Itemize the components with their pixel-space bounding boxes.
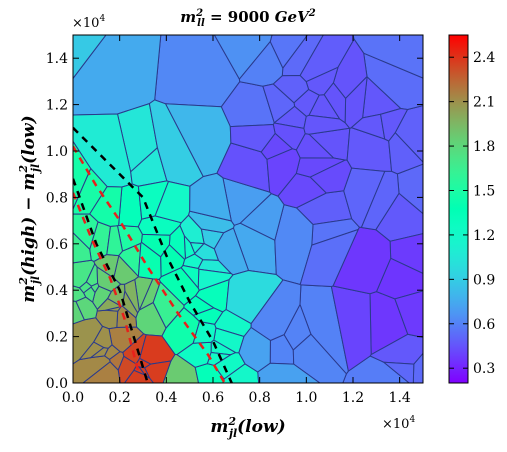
colorbar-ticks: 0.3 0.6 0.9 1.2 1.5 1.8 2.1 2.4 — [449, 50, 495, 377]
voronoi-cell — [73, 35, 107, 80]
y-tick-label: 0.4 — [46, 283, 68, 299]
title-unit-sup: 2 — [308, 8, 316, 19]
voronoi-cell — [206, 351, 232, 366]
x-label-arg: (low) — [237, 417, 286, 437]
voronoi-cell — [352, 35, 423, 79]
colorbar-tick-label: 2.1 — [473, 95, 495, 111]
title-sub: ll — [197, 18, 205, 29]
voronoi-cell — [266, 148, 301, 197]
black-dashed-curve — [73, 126, 233, 383]
red-dashed-curve — [73, 145, 226, 383]
y-tick-label: 0.0 — [46, 376, 68, 392]
y-tick-label: 0.2 — [46, 330, 68, 346]
colorbar-tick-label: 0.9 — [473, 272, 495, 288]
x-multiplier-exp: 4 — [409, 415, 415, 425]
colorbar-frame — [448, 34, 469, 384]
y-multiplier: ×104 — [72, 14, 105, 31]
voronoi-cell — [412, 352, 423, 383]
overlay-curves — [73, 126, 233, 383]
y-label-part: m — [19, 285, 39, 303]
y-axis-label: m2jl(high) − m2jl(low) — [17, 115, 42, 302]
voronoi-cell — [83, 286, 96, 303]
x-tick-label: 0.0 — [62, 390, 84, 406]
y-label-part: jl — [29, 164, 42, 174]
voronoi-cell — [272, 74, 310, 104]
voronoi-cell — [229, 123, 276, 153]
voronoi-cell — [137, 241, 162, 280]
x-tick-label: 0.2 — [109, 390, 131, 406]
y-tick-label: 0.6 — [46, 237, 68, 253]
voronoi-cell — [238, 326, 271, 373]
x-label-main: m — [210, 417, 228, 437]
voronoi-cells — [73, 35, 423, 383]
x-multiplier: ×104 — [382, 415, 415, 432]
voronoi-cell — [154, 180, 191, 224]
voronoi-cell — [73, 213, 99, 251]
voronoi-cell — [309, 159, 353, 194]
title-unit: GeV — [275, 8, 310, 26]
x-tick-label: 0.4 — [155, 390, 177, 406]
voronoi-cell — [388, 131, 423, 175]
voronoi-cell — [162, 353, 200, 383]
title-value: = 9000 — [205, 8, 275, 26]
chart-title: m2 ll = 9000 GeV2 — [180, 8, 315, 29]
voronoi-cell — [323, 82, 347, 124]
colorbar: 0.3 0.6 0.9 1.2 1.5 1.8 2.1 2.4 — [448, 34, 495, 384]
voronoi-cell — [75, 296, 98, 321]
y-tick-label: 0.8 — [46, 190, 68, 206]
colorbar-tick-label: 1.5 — [473, 183, 495, 199]
y-tick-label: 1.2 — [46, 98, 68, 114]
y-label-part: jl — [29, 276, 42, 286]
y-label-part: (low) — [19, 115, 39, 164]
colorbar-tick-label: 2.4 — [473, 50, 495, 66]
x-multiplier-base: ×10 — [382, 417, 409, 432]
colorbar-tick-label: 0.3 — [473, 361, 495, 377]
voronoi-cell — [89, 347, 109, 359]
y-tick-label: 1.0 — [46, 144, 68, 160]
colorbar-fill — [449, 35, 468, 383]
x-axis-ticks: 0.0 0.2 0.4 0.6 0.8 1.0 1.2 1.4 — [62, 35, 411, 406]
y-axis-ticks: 0.0 0.2 0.4 0.6 0.8 1.0 1.2 1.4 — [46, 51, 423, 392]
x-tick-label: 1.2 — [342, 390, 364, 406]
x-label-sup: 2 — [227, 415, 236, 428]
title-main: m — [180, 8, 196, 26]
y-multiplier-base: ×10 — [72, 16, 99, 31]
voronoi-cell — [193, 242, 220, 261]
y-tick-label: 1.4 — [46, 51, 68, 67]
voronoi-cell — [360, 170, 400, 231]
y-multiplier-exp: 4 — [99, 14, 105, 24]
voronoi-cell — [303, 114, 351, 135]
y-label-part: 2 — [17, 277, 30, 286]
voronoi-cell — [180, 264, 200, 290]
y-label-part: (high) − — [19, 191, 39, 276]
x-axis-label: m2 jl(low) — [210, 415, 285, 440]
colorbar-tick-label: 1.8 — [473, 139, 495, 155]
x-tick-label: 0.6 — [202, 390, 224, 406]
voronoi-cell — [299, 228, 360, 288]
x-tick-label: 1.0 — [295, 390, 317, 406]
voronoi-cell — [257, 362, 321, 383]
plot-frame — [72, 34, 424, 384]
red-dashed-curve — [73, 192, 140, 372]
black-dashed-curve — [73, 178, 149, 383]
title-sup: 2 — [195, 8, 203, 19]
colorbar-tick-label: 0.6 — [473, 317, 495, 333]
voronoi-cell — [332, 226, 392, 295]
x-tick-label: 0.8 — [249, 390, 271, 406]
y-label-part: m — [19, 173, 39, 191]
x-tick-label: 1.4 — [389, 390, 411, 406]
colorbar-tick-label: 1.2 — [473, 228, 495, 244]
voronoi-cell — [380, 107, 409, 142]
voronoi-cell — [239, 193, 285, 241]
plot-area: 0.0 0.2 0.4 0.6 0.8 1.0 1.2 1.4 0.0 0.2 0.4 0.6 0.8… — [46, 34, 424, 406]
x-label-sub: jl — [227, 427, 237, 440]
voronoi-cell — [382, 361, 415, 383]
voronoi-cell — [106, 225, 124, 257]
y-label-part: 2 — [17, 165, 30, 174]
voronoi-cell — [394, 290, 423, 338]
